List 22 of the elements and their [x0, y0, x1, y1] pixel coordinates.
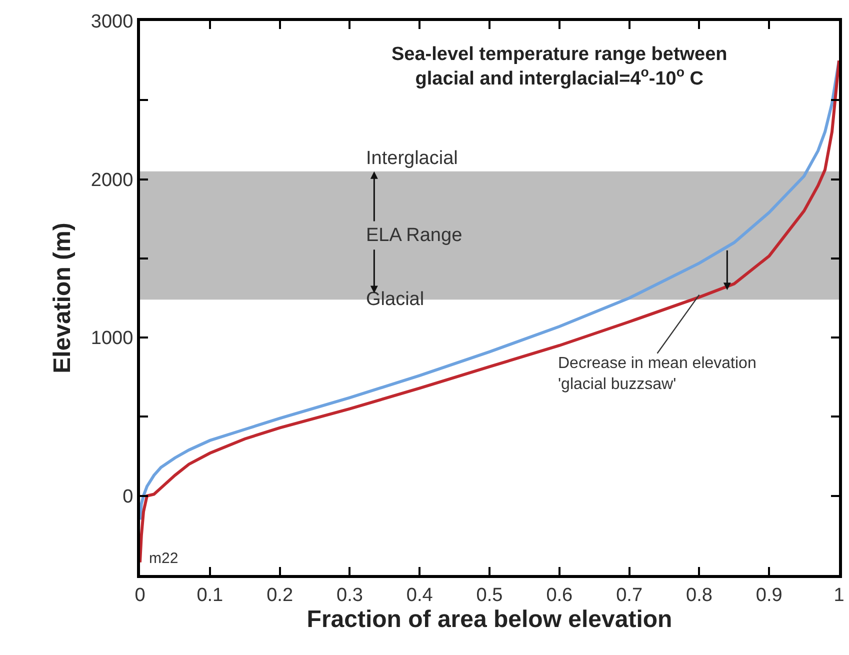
x-tick-label: 0.5 [476, 584, 503, 606]
x-tick-label: 0.3 [336, 584, 363, 606]
x-tick-label: 0.4 [406, 584, 434, 606]
x-tick-label: 0.8 [686, 584, 712, 606]
x-tick-label: 1 [834, 584, 844, 606]
text: Sea-level temperature range between glacial and interglacial=4$^{o}$-10$^{o}$ C [391, 44, 728, 90]
annotation: m22 [149, 550, 178, 567]
y-axis-title: Elevation (m) [49, 222, 76, 374]
x-axis-title: Fraction of area below elevation [306, 606, 672, 634]
y-tick-label: 0 [122, 486, 134, 508]
x-tick-label: 0.6 [546, 584, 573, 606]
band-label: ELA Range [366, 225, 462, 246]
x-tick-label: 0.7 [616, 584, 643, 606]
annotation: Decrease in mean elevation 'glacial buzzsaw' [558, 355, 756, 393]
y-tick-label: 3000 [90, 12, 134, 33]
x-tick-label: 0.1 [196, 584, 224, 606]
y-tick-label: 1000 [90, 328, 134, 350]
y-tick-label: 2000 [90, 170, 134, 191]
annotation: Glacial [366, 289, 424, 310]
annotation: Interglacial [366, 148, 458, 169]
x-tick-label: 0.2 [266, 584, 294, 606]
x-tick-label: 0.9 [756, 584, 782, 606]
